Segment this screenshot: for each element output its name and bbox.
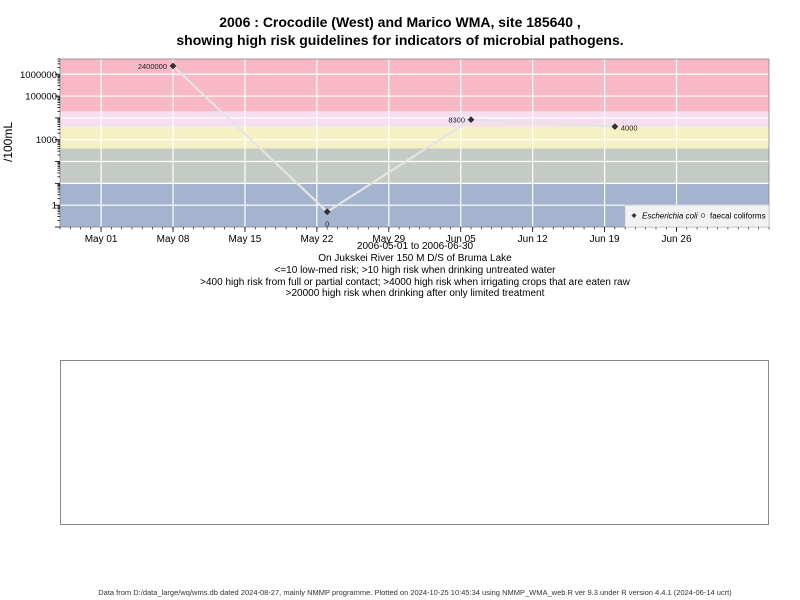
guideline-line-2: >400 high risk from full or partial cont…: [200, 277, 630, 288]
data-point-e-coli: [323, 208, 331, 216]
x-tick-label: May 15: [229, 234, 262, 245]
data-label: 4000: [621, 124, 638, 133]
risk-band-4: [60, 59, 769, 112]
x-tick-label: Jun 19: [590, 234, 620, 245]
x-tick-label: Jun 05: [446, 234, 476, 245]
x-tick-label: May 29: [372, 234, 405, 245]
date-range: 2006-05-01 to 2006-06-30: [356, 241, 474, 252]
data-label: 2400000: [138, 62, 167, 71]
legend-marker-e-coli: [631, 213, 637, 218]
y-tick-label: 100000: [25, 92, 57, 103]
y-tick-label: 1000: [36, 135, 57, 146]
legend-label-e-coli: Escherichia coli: [642, 212, 698, 221]
x-tick-label: Jun 12: [518, 234, 548, 245]
data-label: 0: [325, 220, 329, 229]
empty-panel: [60, 360, 769, 525]
risk-band-1: [60, 148, 769, 184]
data-point-e-coli: [169, 62, 177, 70]
y-axis-label: /100mL: [1, 122, 15, 162]
y-tick-label: 1: [52, 201, 57, 212]
series-line-e-coli: [172, 65, 615, 214]
data-label: 8300: [448, 116, 465, 125]
x-tick-label: May 08: [157, 234, 190, 245]
guideline-line-1: <=10 low-med risk; >10 high risk when dr…: [274, 265, 556, 276]
risk-band-3: [60, 111, 769, 127]
legend-box: [624, 204, 770, 228]
chart-subtitle: showing high risk guidelines for indicat…: [176, 32, 624, 48]
y-tick-label: 1000000: [20, 70, 57, 81]
risk-band-2: [60, 126, 769, 149]
legend-marker-faecal-coliforms: [700, 213, 706, 218]
data-point-e-coli: [611, 123, 619, 130]
x-tick-label: May 01: [85, 234, 118, 245]
footer-note: Data from D:/data_large/wq/wms.db dated …: [98, 588, 732, 597]
x-tick-label: Jun 26: [662, 234, 692, 245]
location: On Jukskei River 150 M D/S of Bruma Lake: [318, 253, 512, 264]
x-tick-label: May 22: [300, 234, 333, 245]
data-point-e-coli: [467, 116, 475, 124]
chart-title: 2006 : Crocodile (West) and Marico WMA, …: [219, 14, 581, 30]
guideline-line-3: >20000 high risk when drinking after onl…: [285, 288, 545, 299]
legend-label-faecal-coliforms: faecal coliforms: [710, 212, 766, 221]
